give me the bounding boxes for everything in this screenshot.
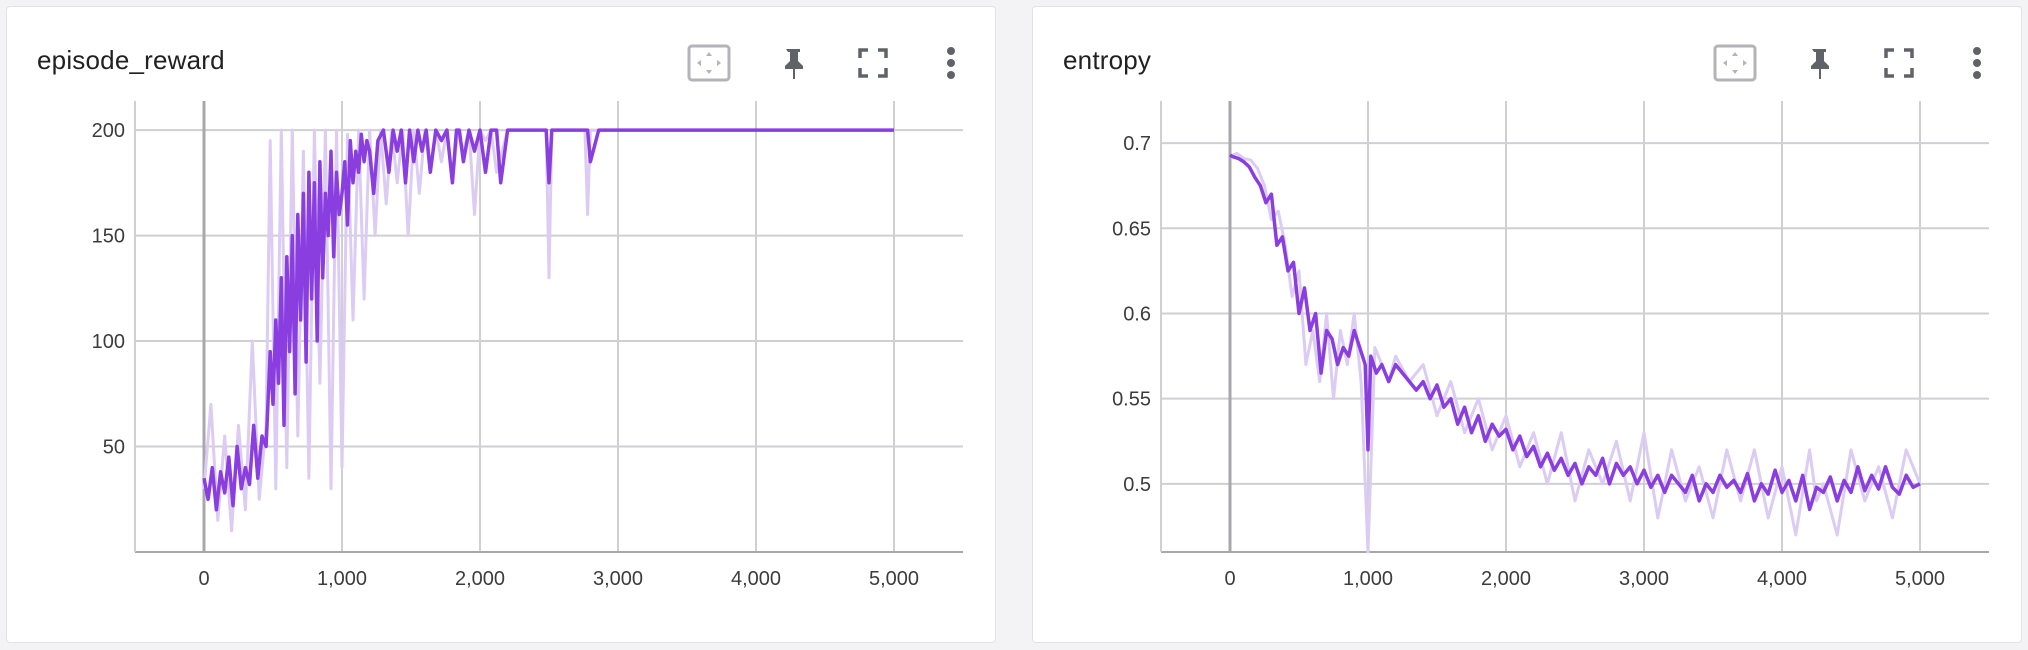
y-tick-label: 0.5	[1123, 474, 1151, 496]
x-tick-label: 4,000	[731, 568, 781, 590]
y-tick-label: 50	[103, 437, 125, 459]
pin-button[interactable]	[1797, 41, 1841, 85]
x-tick-label: 0	[198, 568, 209, 590]
chart-title: entropy	[1063, 45, 1152, 75]
x-tick-label: 2,000	[455, 568, 505, 590]
pin-button[interactable]	[771, 41, 815, 85]
fit-domain-icon	[1713, 44, 1757, 82]
episode-reward-chart[interactable]: 50 100 150 200 0 1,000 2,000 3,000 4,000 5,000	[7, 7, 997, 644]
chart-title: episode_reward	[37, 45, 225, 75]
fullscreen-button[interactable]	[1877, 41, 1921, 85]
fullscreen-button[interactable]	[851, 41, 895, 85]
chart-card-episode-reward: episode_reward 50 100 150 200 0 1,000 2,000 3,0…	[6, 6, 996, 643]
more-vert-icon	[1973, 47, 1981, 79]
fullscreen-icon	[858, 48, 888, 78]
smoothed-series-line	[1229, 153, 1921, 512]
smoothed-series-line	[202, 128, 894, 512]
y-tick-label: 0.55	[1112, 389, 1151, 411]
pin-icon	[785, 49, 803, 79]
x-tick-label: 3,000	[593, 568, 643, 590]
fit-domain-icon	[687, 44, 731, 82]
y-tick-label: 100	[92, 331, 125, 353]
x-tick-label: 0	[1224, 568, 1235, 590]
x-tick-label: 1,000	[317, 568, 367, 590]
more-options-button[interactable]	[1955, 41, 1999, 85]
y-tick-label: 150	[92, 226, 125, 248]
more-vert-icon	[947, 47, 955, 79]
chart-card-entropy: entropy 0.5 0.55 0.6 0.65 0.7 0 1,000 2,000 3,00…	[1032, 6, 2022, 643]
x-tick-label: 4,000	[1757, 568, 1807, 590]
fit-domain-button[interactable]	[687, 41, 731, 85]
y-tick-label: 0.6	[1123, 303, 1151, 325]
fullscreen-icon	[1884, 48, 1914, 78]
y-tick-label: 200	[92, 120, 125, 142]
y-tick-label: 0.7	[1123, 133, 1151, 155]
entropy-chart[interactable]: 0.5 0.55 0.6 0.65 0.7 0 1,000 2,000 3,000 4,000 5,…	[1033, 7, 2023, 644]
fit-domain-button[interactable]	[1713, 41, 1757, 85]
x-tick-label: 2,000	[1481, 568, 1531, 590]
more-options-button[interactable]	[929, 41, 973, 85]
x-tick-label: 5,000	[1895, 568, 1945, 590]
y-tick-label: 0.65	[1112, 218, 1151, 240]
pin-icon	[1811, 49, 1829, 79]
x-tick-label: 5,000	[869, 568, 919, 590]
x-tick-label: 3,000	[1619, 568, 1669, 590]
x-tick-label: 1,000	[1343, 568, 1393, 590]
